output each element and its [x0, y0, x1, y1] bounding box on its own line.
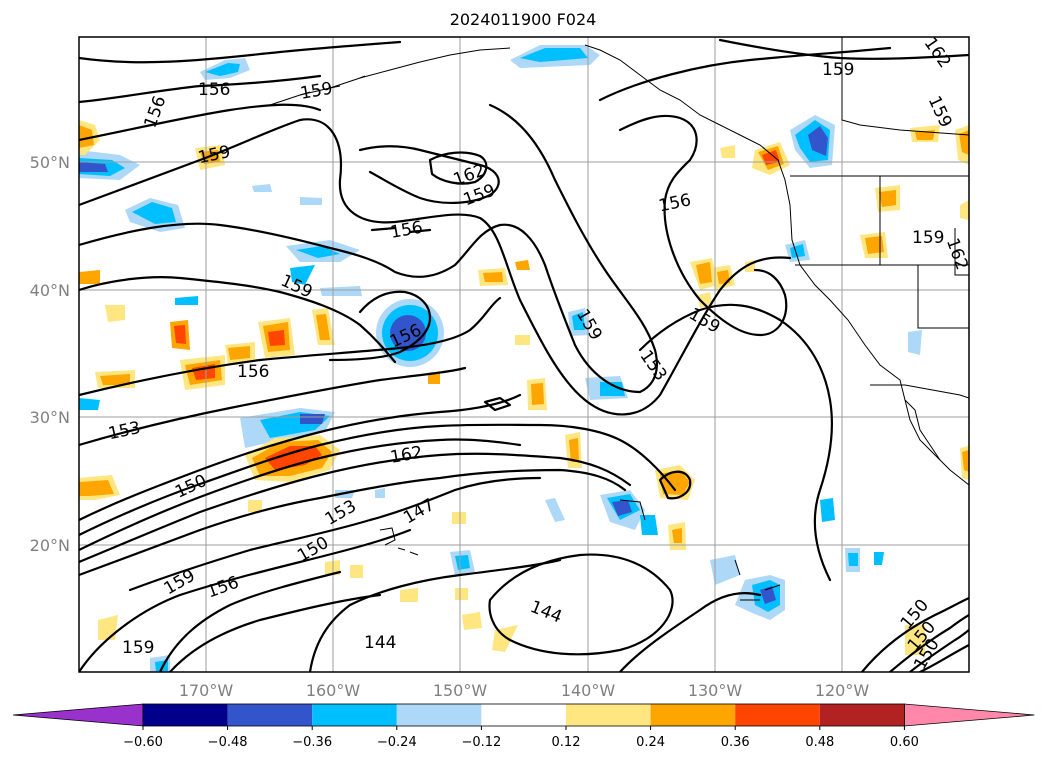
colorbar-tick-label: −0.36: [292, 735, 332, 750]
height-contours: [79, 38, 969, 672]
colorbar-segment: [481, 704, 566, 726]
lon-tick-label: 140°W: [561, 681, 616, 700]
contour-label: 156: [237, 362, 269, 382]
graticule: [79, 37, 969, 672]
map-title: 2024011900 F024: [450, 10, 597, 29]
colorbar: −0.60 −0.48 −0.36 −0.24 −0.12 0.12 0.24 0.36 0.4…: [12, 703, 1035, 750]
colorbar-segment: [566, 704, 651, 726]
colorbar-segment: [650, 704, 736, 726]
lon-tick-label: 150°W: [433, 681, 488, 700]
colorbar-tick-label: 0.60: [890, 735, 919, 750]
lat-tick-label: 30°N: [30, 408, 70, 427]
contour-label: 159: [122, 638, 154, 658]
colorbar-segment: [143, 704, 228, 726]
colorbar-tick-label: 0.48: [805, 735, 834, 750]
colorbar-segment: [396, 704, 482, 726]
colorbar-tick-label: 0.24: [636, 735, 665, 750]
colorbar-extend-high: [904, 703, 1035, 727]
lat-tick-label: 40°N: [30, 281, 70, 300]
lat-tick-label: 20°N: [30, 536, 70, 555]
colorbar-tick-label: −0.12: [461, 735, 501, 750]
colorbar-frame: [142, 703, 905, 727]
colorbar-extend-low: [12, 703, 144, 727]
contour-label: 159: [912, 228, 944, 248]
shading-patches: [79, 45, 969, 672]
colorbar-segment: [735, 704, 820, 726]
coastlines: [269, 37, 969, 601]
colorbar-segment: [312, 704, 397, 726]
map-frame: [78, 36, 970, 673]
lon-tick-label: 120°W: [815, 681, 870, 700]
lat-axis: 50°N 40°N 30°N 20°N: [30, 153, 70, 555]
colorbar-tick-label: −0.24: [377, 735, 417, 750]
colorbar-tick-label: 0.36: [721, 735, 750, 750]
map-area: 156 156 159 159 162 159 156 156 159 156 …: [79, 37, 969, 672]
colorbar-tick-label: −0.48: [208, 735, 248, 750]
colorbar-tick-label: 0.12: [552, 735, 581, 750]
lon-tick-label: 160°W: [306, 681, 361, 700]
lon-tick-label: 170°W: [179, 681, 234, 700]
lat-tick-label: 50°N: [30, 153, 70, 172]
colorbar-tick-label: −0.60: [123, 735, 163, 750]
lon-tick-label: 130°W: [688, 681, 743, 700]
contour-label: 156: [198, 80, 230, 100]
lon-axis: 170°W 160°W 150°W 140°W 130°W 120°W: [179, 681, 870, 700]
colorbar-segment: [227, 704, 313, 726]
contour-label: 144: [364, 633, 396, 653]
contour-label: 159: [822, 60, 854, 80]
colorbar-segment: [819, 704, 905, 726]
